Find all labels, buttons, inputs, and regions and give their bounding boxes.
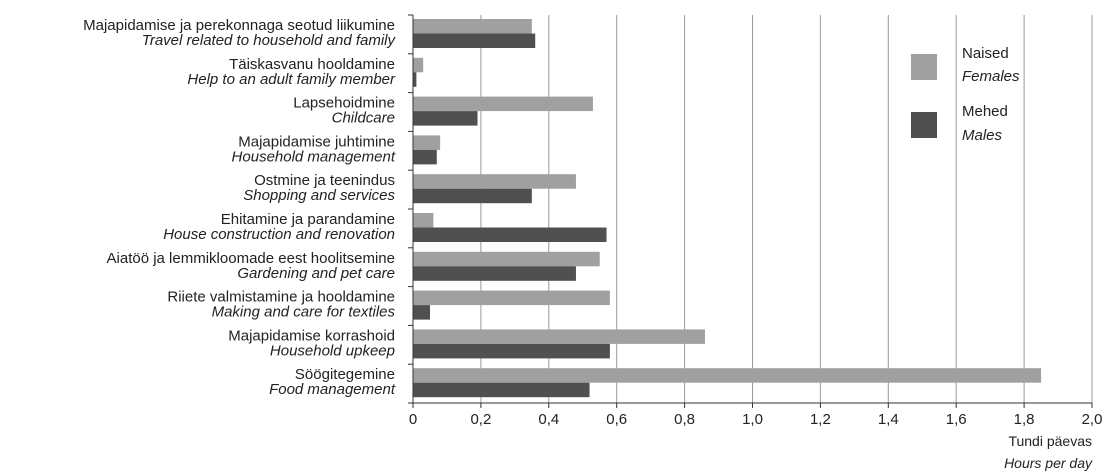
category-label: Ehitamine ja parandamine (221, 211, 395, 228)
legend-swatch-females (911, 54, 937, 80)
x-tick-label: 1,6 (946, 411, 967, 428)
bar-males (413, 72, 417, 87)
category-label-en: Help to an adult family member (187, 71, 396, 88)
category-label: Ostmine ja teenindus (254, 172, 395, 189)
category-label: Täiskasvanu hooldamine (229, 56, 395, 73)
x-tick-label: 0,4 (538, 411, 559, 428)
bar-females (413, 135, 441, 150)
category-label-en: Food management (269, 381, 396, 398)
legend: Naised Females Mehed Males (911, 45, 1020, 144)
x-tick-label: 2,0 (1082, 411, 1103, 428)
category-label-en: Gardening and pet care (237, 265, 395, 282)
category-label-en: Shopping and services (243, 187, 395, 204)
bar-females (413, 19, 532, 34)
category-label: Riiete valmistamine ja hooldamine (167, 289, 395, 306)
category-label-en: Household management (232, 148, 396, 165)
x-tick-label: 0,8 (674, 411, 695, 428)
bar-females (413, 368, 1042, 383)
category-labels: Majapidamise ja perekonnaga seotud liiku… (83, 17, 396, 398)
x-axis-label: Tundi päevas (1008, 433, 1092, 449)
x-tick-label: 1,0 (742, 411, 763, 428)
legend-label-females: Naised (962, 45, 1009, 62)
category-label: Söögitegemine (295, 366, 395, 383)
category-label-en: House construction and renovation (163, 226, 395, 243)
bar-males (413, 33, 536, 48)
bar-males (413, 149, 437, 165)
legend-label-females-en: Females (962, 68, 1020, 85)
x-tick-label: 1,4 (878, 411, 899, 428)
bars (413, 19, 1042, 398)
x-tick-label: 0 (409, 411, 417, 428)
category-label: Majapidamise ja perekonnaga seotud liiku… (83, 17, 395, 34)
x-tick-label: 1,8 (1014, 411, 1035, 428)
bar-females (413, 329, 705, 344)
bar-females (413, 213, 434, 228)
bar-females (413, 251, 600, 267)
category-label: Majapidamise juhtimine (238, 133, 395, 150)
bar-males (413, 305, 430, 320)
category-label: Majapidamise korrashoid (228, 327, 395, 344)
category-label-en: Childcare (332, 110, 395, 127)
category-label: Aiatöö ja lemmikloomade eest hoolitsemin… (107, 250, 395, 267)
x-tick-label: 0,6 (606, 411, 627, 428)
legend-label-males: Mehed (962, 103, 1008, 120)
category-label: Lapsehoidmine (293, 95, 395, 112)
x-tick-label: 1,2 (810, 411, 831, 428)
bar-males (413, 227, 607, 242)
bar-females (413, 174, 576, 189)
x-axis-ticks: 0 0,2 0,4 0,6 0,8 1,0 1,2 1,4 1,6 1,8 2,0 (409, 403, 1103, 428)
bar-males (413, 343, 610, 359)
legend-label-males-en: Males (962, 127, 1003, 144)
category-label-en: Household upkeep (270, 342, 395, 359)
bar-males (413, 382, 590, 398)
bar-females (413, 96, 593, 112)
bar-males (413, 111, 478, 126)
category-label-en: Travel related to household and family (142, 32, 397, 49)
category-label-en: Making and care for textiles (212, 304, 396, 321)
legend-swatch-males (911, 112, 937, 138)
x-axis-label-en: Hours per day (1004, 455, 1093, 471)
bar-males (413, 188, 532, 204)
bar-males (413, 266, 576, 281)
gridlines (480, 15, 1093, 403)
bar-females (413, 290, 610, 306)
x-tick-label: 0,2 (470, 411, 491, 428)
bar-females (413, 57, 424, 73)
